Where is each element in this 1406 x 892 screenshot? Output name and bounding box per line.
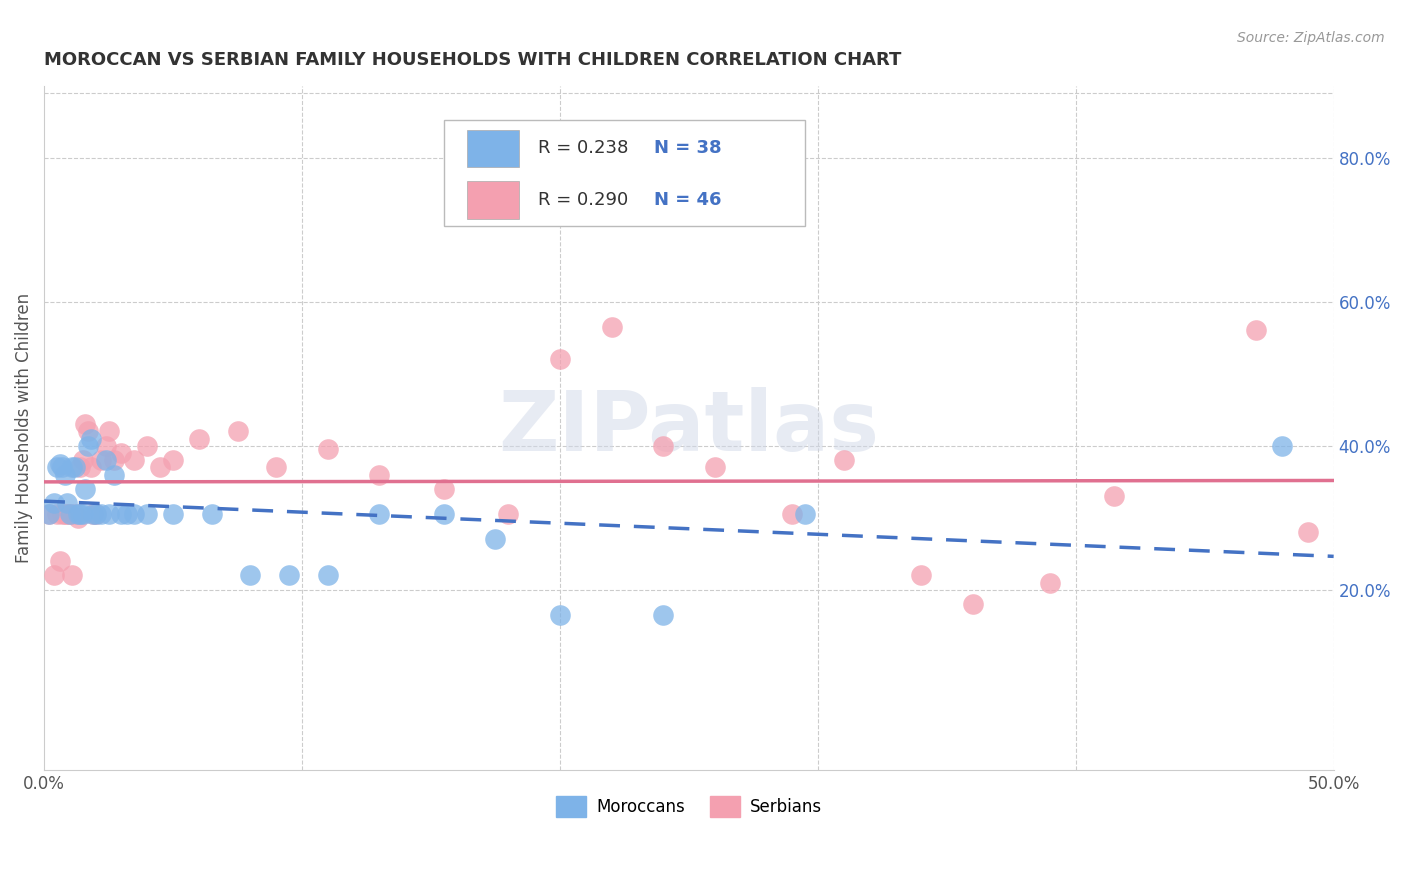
Point: [162, 507, 184, 521]
Bar: [467, 181, 519, 219]
Bar: [467, 129, 519, 168]
Point: [103, 467, 125, 482]
Point: [69, 460, 91, 475]
Text: R = 0.290: R = 0.290: [538, 191, 628, 209]
Point: [38, 507, 60, 521]
Point: [46, 507, 69, 521]
Point: [264, 460, 287, 475]
Text: ZIPatlas: ZIPatlas: [498, 387, 879, 468]
Point: [433, 482, 456, 496]
Point: [1104, 489, 1126, 503]
Point: [498, 507, 520, 521]
Point: [136, 507, 159, 521]
Point: [48, 457, 70, 471]
Point: [72, 453, 94, 467]
Point: [433, 507, 456, 521]
Point: [316, 442, 339, 457]
Point: [66, 507, 89, 521]
Point: [115, 507, 138, 521]
Point: [97, 425, 120, 439]
Point: [38, 507, 60, 521]
Point: [278, 568, 301, 582]
Point: [72, 507, 94, 521]
Point: [62, 568, 84, 582]
Point: [226, 425, 249, 439]
Point: [84, 507, 107, 521]
Point: [832, 453, 855, 467]
Point: [97, 507, 120, 521]
Text: MOROCCAN VS SERBIAN FAMILY HOUSEHOLDS WITH CHILDREN CORRELATION CHART: MOROCCAN VS SERBIAN FAMILY HOUSEHOLDS WI…: [44, 51, 901, 69]
Point: [56, 496, 79, 510]
Point: [94, 439, 117, 453]
Point: [239, 568, 262, 582]
Point: [66, 511, 89, 525]
Point: [90, 507, 112, 521]
Point: [103, 453, 125, 467]
Point: [600, 319, 623, 334]
Point: [51, 507, 73, 521]
Bar: [444, 120, 804, 226]
Point: [1271, 439, 1294, 453]
Point: [548, 352, 571, 367]
Point: [368, 467, 391, 482]
Point: [79, 432, 101, 446]
Point: [69, 507, 91, 521]
Point: [51, 460, 73, 475]
Point: [44, 496, 66, 510]
Point: [124, 507, 146, 521]
Point: [136, 439, 159, 453]
Point: [548, 608, 571, 623]
Point: [962, 597, 984, 611]
Point: [149, 460, 172, 475]
Point: [187, 432, 209, 446]
Point: [201, 507, 224, 521]
Point: [780, 507, 803, 521]
Point: [75, 417, 97, 432]
Point: [1246, 324, 1268, 338]
Text: R = 0.238: R = 0.238: [538, 139, 628, 158]
Text: N = 46: N = 46: [654, 191, 721, 209]
Point: [77, 439, 100, 453]
Point: [82, 507, 104, 521]
Point: [46, 460, 69, 475]
Point: [703, 460, 725, 475]
Point: [75, 482, 97, 496]
Text: N = 38: N = 38: [654, 139, 721, 158]
Text: Source: ZipAtlas.com: Source: ZipAtlas.com: [1237, 31, 1385, 45]
Point: [316, 568, 339, 582]
Point: [793, 507, 815, 521]
Point: [90, 453, 112, 467]
Point: [48, 554, 70, 568]
Point: [910, 568, 932, 582]
Point: [53, 507, 76, 521]
Point: [63, 507, 86, 521]
Point: [94, 453, 117, 467]
Y-axis label: Family Households with Children: Family Households with Children: [15, 293, 32, 563]
Point: [44, 568, 66, 582]
Point: [124, 453, 146, 467]
Point: [59, 507, 82, 521]
Point: [652, 608, 675, 623]
Point: [84, 507, 107, 521]
Point: [1039, 575, 1062, 590]
Point: [82, 507, 104, 521]
Point: [77, 425, 100, 439]
Point: [652, 439, 675, 453]
Point: [56, 507, 79, 521]
Point: [59, 507, 82, 521]
Point: [53, 467, 76, 482]
Point: [63, 460, 86, 475]
Point: [1296, 525, 1319, 540]
Point: [484, 533, 506, 547]
Point: [368, 507, 391, 521]
Point: [110, 507, 132, 521]
Legend: Moroccans, Serbians: Moroccans, Serbians: [550, 789, 828, 823]
Point: [110, 446, 132, 460]
Point: [79, 460, 101, 475]
Point: [162, 453, 184, 467]
Point: [62, 460, 84, 475]
